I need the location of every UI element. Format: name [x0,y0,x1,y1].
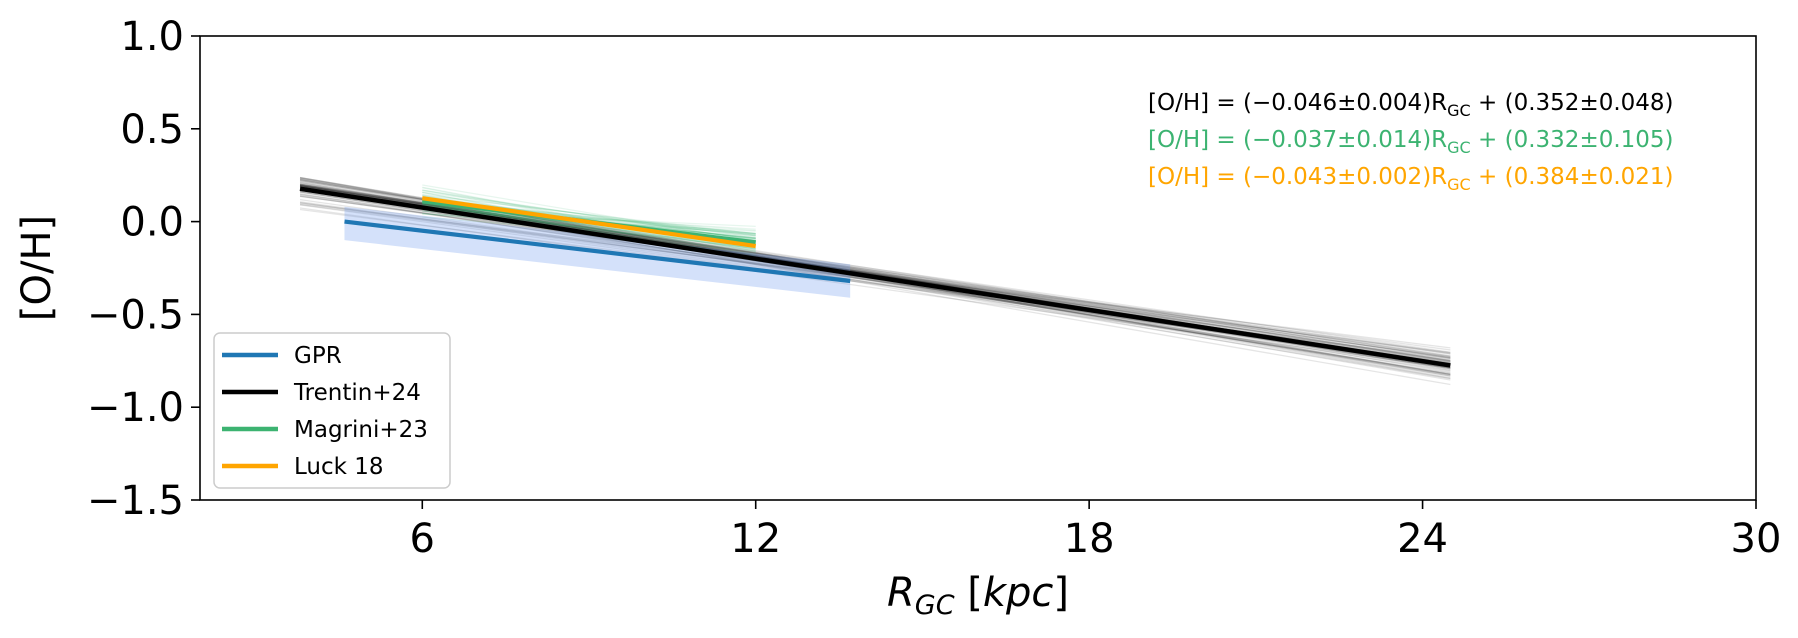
magrini-sample-line [422,190,756,241]
trentin-24-fit-line [299,186,1451,368]
trentin-sample-line [299,184,1451,360]
legend-label: Magrini+23 [294,417,428,443]
gpr-fit-line [344,219,851,284]
equation-luck-18: [O/H] = (−0.043±0.002)RGC + (0.384±0.021… [1148,164,1674,194]
x-tick-label: 30 [1731,516,1782,562]
trentin-sample-line [299,181,1451,381]
trentin-sample-line [299,193,1451,354]
magrini-sample-line [422,191,756,239]
magrini-sample-line [422,210,756,227]
x-tick-label: 24 [1397,516,1448,562]
y-axis-ticks: 1.0 0.5 0.0 −0.5 −1.0 −1.5 [87,14,200,524]
y-tick-label: −1.0 [87,385,184,431]
trentin-sample-line [299,185,1451,362]
trentin-sample-line [299,185,1451,359]
magrini-sample-line [422,205,756,250]
legend-label: Trentin+24 [293,380,421,406]
y-tick-label: 0.5 [120,107,184,153]
trentin-sample-line [299,183,1451,359]
magrini-sample-line [422,189,756,241]
luck-18-fit-line [421,196,757,249]
legend-label: GPR [294,343,342,369]
x-tick-label: 12 [730,516,781,562]
x-axis-ticks: 6 12 18 24 30 [410,500,1782,562]
magrini-sample-line [422,203,756,253]
magrini-sample-line [422,193,756,236]
equation-trentin-24: [O/H] = (−0.046±0.004)RGC + (0.352±0.048… [1148,90,1674,120]
magrini-sample-line [422,203,756,249]
trentin-sample-line [299,202,1451,358]
magrini-sample-line [422,187,756,252]
trentin-sample-line [299,207,1451,369]
trentin-sample-line [299,183,1451,357]
plot-frame [199,35,1757,501]
legend: GPR Trentin+24 Magrini+23 Luck 18 [213,332,451,489]
fit-lines [299,186,1451,368]
equation-annotations: [O/H] = (−0.046±0.004)RGC + (0.352±0.048… [1148,90,1674,194]
y-axis-label: [O/H] [14,215,60,321]
magrini-sample-line [422,207,756,230]
trentin-sample-line [299,185,1451,357]
trentin-sample-line [299,183,1451,362]
y-tick-label: 0.0 [120,200,184,246]
equation-magrini-23: [O/H] = (−0.037±0.014)RGC + (0.332±0.105… [1148,127,1674,157]
y-tick-label: 1.0 [120,14,184,60]
trentin-sample-line [299,191,1451,372]
y-tick-label: −0.5 [87,292,184,338]
trentin-sample-line [299,186,1451,355]
x-tick-label: 6 [410,516,435,562]
x-tick-label: 18 [1064,516,1115,562]
legend-label: Luck 18 [294,454,384,480]
magrini-sample-line [422,184,756,242]
trentin-sample-line [299,192,1451,374]
legend-box [213,332,451,489]
x-axis-label: RGC [kpc] [887,570,1069,621]
trentin-sample-line [299,195,1451,351]
trentin-sample-line [299,184,1451,362]
trentin-sample-line [299,185,1451,353]
trentin-sample-line [299,208,1451,360]
y-tick-label: −1.5 [87,478,184,524]
magrini-sample-line [422,203,756,255]
magrini-sample-line [422,194,756,235]
